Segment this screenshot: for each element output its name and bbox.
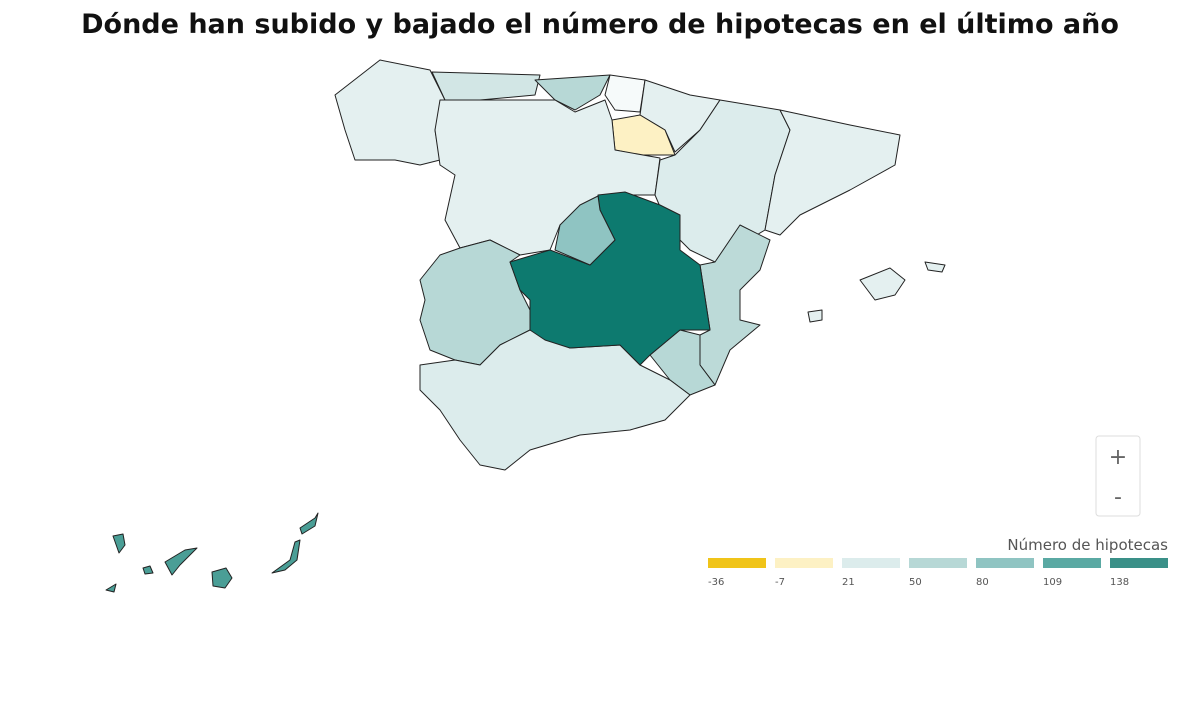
legend: Número de hipotecas -36 -7 21 50 80 109 138 [708,536,1168,588]
title: Dónde han subido y bajado el número de h… [81,9,1119,40]
region [419,329,691,471]
island [112,533,126,554]
zoom-out[interactable]: - [1114,485,1122,510]
legend-swatch [976,558,1034,568]
legend-swatch [1043,558,1101,568]
legend-title: Número de hipotecas [1007,536,1168,554]
region [509,191,711,366]
zoom-in[interactable]: + [1109,445,1127,470]
region [534,74,611,111]
legend-label: 80 [976,577,989,588]
island [211,567,233,589]
region [924,261,946,273]
zoom-control: + - [1095,435,1141,517]
legend-label: 50 [909,577,922,588]
region [807,309,823,323]
legend-label: -36 [708,577,724,588]
legend-swatch [775,558,833,568]
legend-label: 109 [1043,577,1062,588]
region [764,109,901,236]
spain-map [105,59,946,593]
legend-swatch [1110,558,1168,568]
region [604,74,646,113]
legend-swatch [842,558,900,568]
region [431,71,541,101]
region [859,267,906,301]
legend-label: 21 [842,577,855,588]
island [299,512,319,535]
region [554,195,616,266]
legend-label: 138 [1110,577,1129,588]
island [105,583,117,593]
zoom-box [1095,435,1141,517]
island [271,539,301,574]
legend-swatch [708,558,766,568]
island [142,565,154,575]
legend-label: -7 [775,577,785,588]
region [334,59,446,166]
legend-swatch [909,558,967,568]
island [164,547,198,576]
